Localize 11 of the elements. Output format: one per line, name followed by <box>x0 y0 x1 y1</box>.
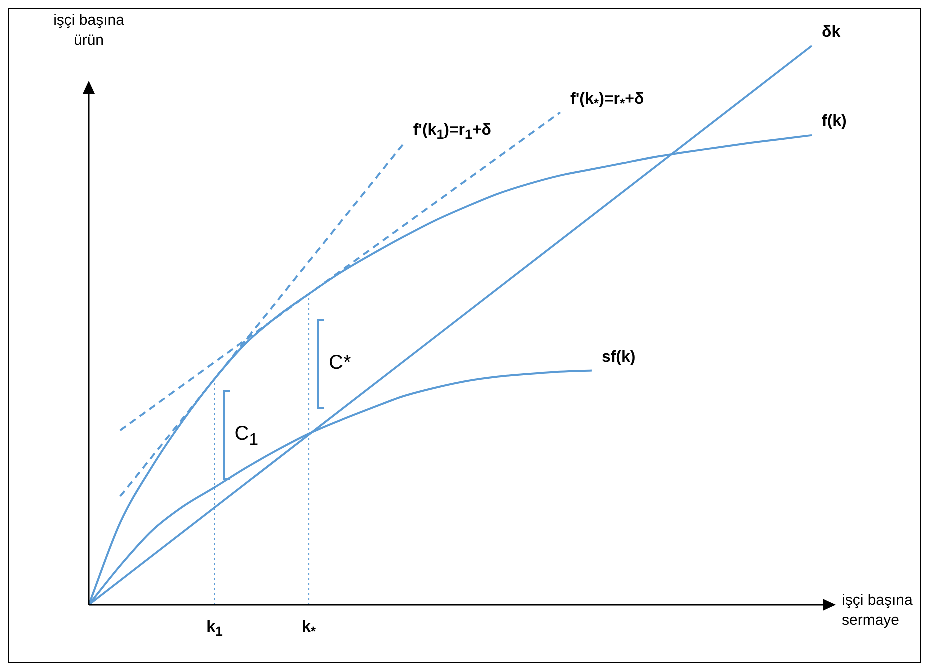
x-axis-title: işçi başına sermaye <box>842 591 914 631</box>
annotation: C$_{1}$ <box>234 422 258 450</box>
annotation: C* <box>329 352 352 376</box>
series-label: δk <box>822 24 841 42</box>
series-label: f'(k$_{*}$)=r$_{*}$+δ <box>570 90 644 111</box>
series-label: f'(k$_{1}$)=r$_{1}$+δ <box>413 122 492 143</box>
y-axis-title: işçi başına ürün <box>52 11 126 51</box>
x-tick-label: k$_{*}$ <box>300 619 318 640</box>
x-tick-label: k$_{1}$ <box>206 619 224 640</box>
series-label: f(k) <box>822 113 847 132</box>
series-label: sf(k) <box>602 348 636 367</box>
